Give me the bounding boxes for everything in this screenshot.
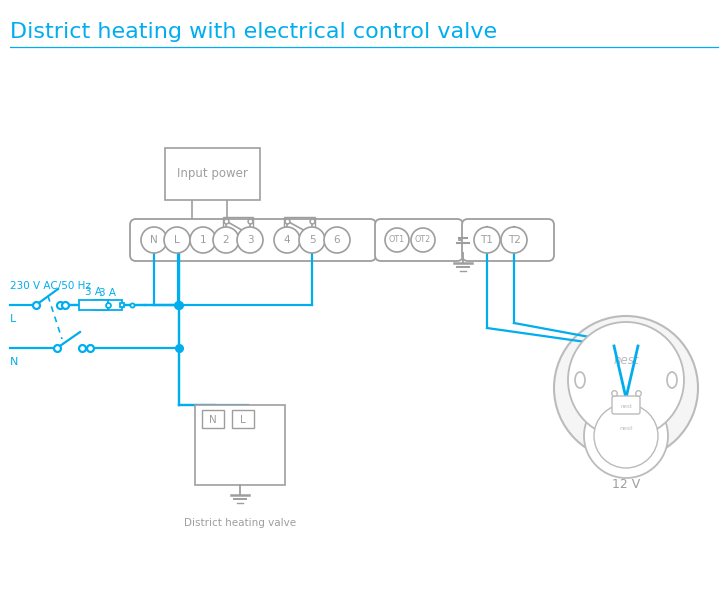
FancyBboxPatch shape: [130, 219, 376, 261]
Ellipse shape: [575, 372, 585, 388]
Text: L: L: [174, 235, 180, 245]
Text: 3 A: 3 A: [99, 288, 116, 298]
Text: 12 V: 12 V: [612, 478, 640, 491]
Text: OT1: OT1: [389, 235, 405, 245]
Circle shape: [568, 322, 684, 438]
Ellipse shape: [667, 372, 677, 388]
Circle shape: [474, 227, 500, 253]
Text: 3: 3: [247, 235, 253, 245]
Circle shape: [164, 227, 190, 253]
Text: L: L: [240, 415, 246, 425]
Circle shape: [324, 227, 350, 253]
Circle shape: [299, 227, 325, 253]
Circle shape: [594, 404, 658, 468]
Text: Input power: Input power: [177, 168, 248, 181]
Text: N: N: [150, 235, 158, 245]
FancyBboxPatch shape: [375, 219, 463, 261]
Circle shape: [501, 227, 527, 253]
Text: 6: 6: [333, 235, 340, 245]
Text: 1: 1: [199, 235, 206, 245]
Circle shape: [237, 227, 263, 253]
FancyBboxPatch shape: [79, 300, 108, 310]
Circle shape: [554, 316, 698, 460]
FancyBboxPatch shape: [195, 405, 285, 485]
Circle shape: [213, 227, 239, 253]
Text: District heating with electrical control valve: District heating with electrical control…: [10, 22, 497, 42]
Circle shape: [584, 394, 668, 478]
FancyBboxPatch shape: [165, 148, 260, 200]
Text: 5: 5: [309, 235, 315, 245]
Text: 230 V AC/50 Hz: 230 V AC/50 Hz: [10, 281, 91, 291]
Text: T2: T2: [507, 235, 521, 245]
Text: OT2: OT2: [415, 235, 431, 245]
Text: N: N: [209, 415, 217, 425]
Circle shape: [190, 227, 216, 253]
Text: 3 A: 3 A: [85, 287, 102, 297]
FancyBboxPatch shape: [232, 410, 254, 428]
Text: nest: nest: [620, 403, 632, 409]
Text: District heating valve: District heating valve: [184, 518, 296, 528]
Circle shape: [411, 228, 435, 252]
Text: N: N: [10, 357, 18, 367]
FancyBboxPatch shape: [462, 219, 554, 261]
Circle shape: [141, 227, 167, 253]
Text: 4: 4: [284, 235, 290, 245]
FancyBboxPatch shape: [93, 300, 122, 310]
Circle shape: [385, 228, 409, 252]
Text: nest: nest: [620, 425, 633, 431]
FancyBboxPatch shape: [612, 396, 640, 414]
Text: nest: nest: [613, 353, 638, 366]
FancyBboxPatch shape: [202, 410, 224, 428]
Text: L: L: [10, 314, 16, 324]
Circle shape: [274, 227, 300, 253]
Text: 2: 2: [223, 235, 229, 245]
Text: T1: T1: [480, 235, 494, 245]
